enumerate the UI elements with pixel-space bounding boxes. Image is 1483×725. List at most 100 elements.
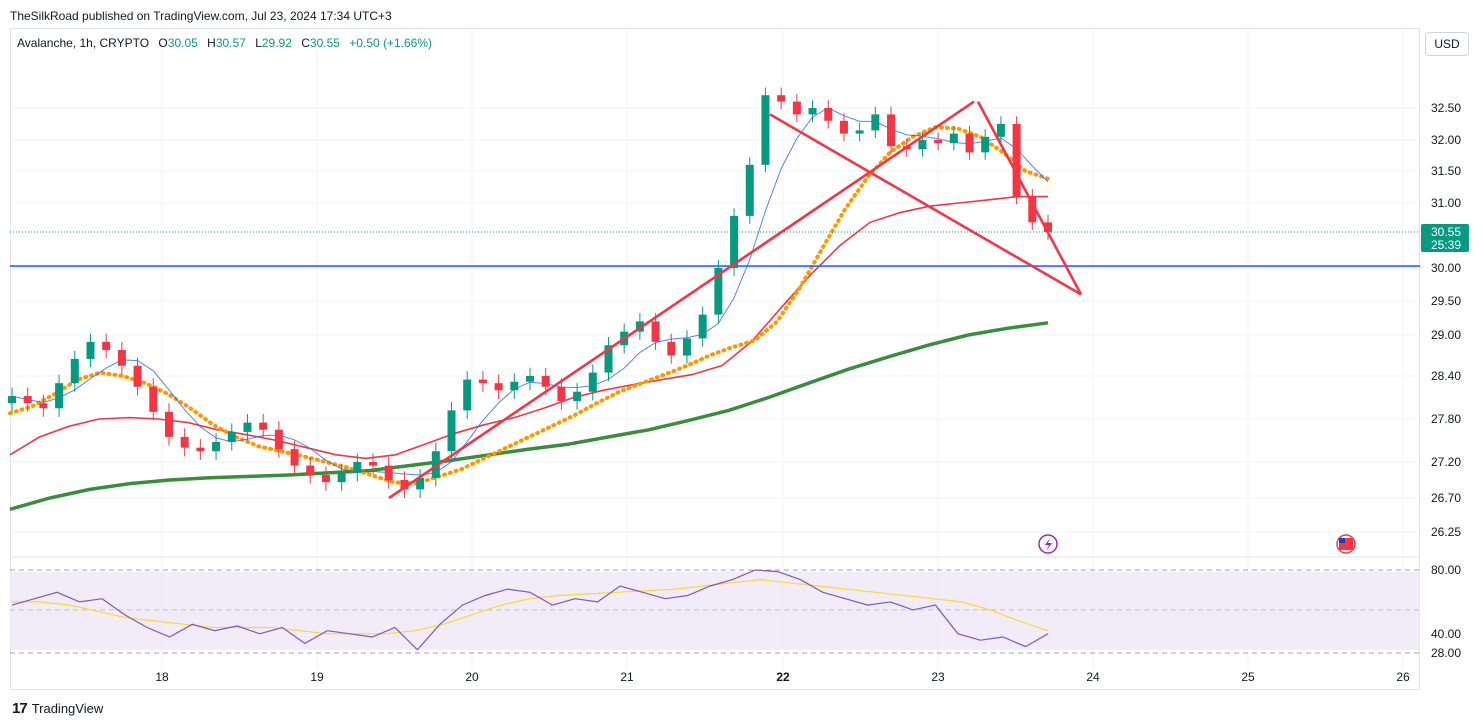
candle-body xyxy=(274,429,283,450)
candle-body xyxy=(400,480,409,490)
candle-body xyxy=(196,447,205,452)
price-badge xyxy=(1421,224,1469,252)
close-value: 30.55 xyxy=(309,36,340,50)
candle-body xyxy=(39,403,48,409)
candle-body xyxy=(117,350,126,366)
candle-body xyxy=(934,140,943,144)
time-axis-label: 23 xyxy=(931,670,945,684)
candle-body xyxy=(259,422,268,430)
price-axis-label: 31.50 xyxy=(1431,164,1461,178)
footer-brand[interactable]: 17 TradingView xyxy=(12,700,103,717)
candle-body xyxy=(541,376,550,387)
candle-body xyxy=(416,477,425,490)
time-axis-label: 21 xyxy=(620,670,634,684)
candle-body xyxy=(698,314,707,339)
price-axis-label: 31.00 xyxy=(1431,196,1461,210)
price-badge-value: 30.55 xyxy=(1431,225,1461,239)
axes: 32.50 32.00 31.50 31.00 30.00 29.50 29.00 28.40… xyxy=(155,101,1469,684)
candle-body xyxy=(290,449,299,466)
time-axis-label: 19 xyxy=(310,670,324,684)
candle-body xyxy=(965,133,974,153)
price-badge-countdown: 25:39 xyxy=(1431,238,1461,252)
candle-body xyxy=(353,462,362,473)
candle-body xyxy=(70,358,79,384)
candle-body xyxy=(949,133,958,144)
rsi-axis-label: 80.00 xyxy=(1431,563,1461,577)
candle-body xyxy=(981,136,990,153)
candle-body xyxy=(573,391,582,402)
chart-frame[interactable] xyxy=(10,28,1420,690)
rsi-panel xyxy=(10,556,1420,654)
candle-body xyxy=(839,120,848,134)
price-axis-label: 29.50 xyxy=(1431,294,1461,308)
candle-body xyxy=(478,379,487,384)
candle-body xyxy=(887,114,896,147)
time-axis-label: 22 xyxy=(776,670,790,684)
candle-body xyxy=(557,386,566,402)
candle-body xyxy=(180,436,189,448)
low-value: 29.92 xyxy=(261,36,292,50)
time-axis-label: 26 xyxy=(1396,670,1410,684)
candle-body xyxy=(792,101,801,115)
candle-body xyxy=(745,164,754,216)
open-value: 30.05 xyxy=(167,36,198,50)
candle-body xyxy=(243,422,252,432)
low-label: L xyxy=(255,36,262,50)
price-axis-label: 32.50 xyxy=(1431,101,1461,115)
rsi-background-band xyxy=(10,571,1420,650)
rsi-axis-label: 28.00 xyxy=(1431,646,1461,660)
symbol-name: Avalanche, 1h, CRYPTO xyxy=(17,36,150,50)
candle-body xyxy=(855,130,864,134)
lightning-glyph-icon xyxy=(1045,538,1052,551)
candle-body xyxy=(8,396,16,404)
candle-body xyxy=(306,465,315,475)
candle-body xyxy=(369,462,378,466)
trendline[interactable] xyxy=(769,113,1082,296)
trendlines[interactable] xyxy=(388,100,1083,500)
price-axis-label: 28.40 xyxy=(1431,369,1461,383)
price-axis-label: 29.00 xyxy=(1431,328,1461,342)
candle-body xyxy=(164,411,173,437)
time-axis-label: 24 xyxy=(1086,670,1100,684)
candle-body xyxy=(667,341,676,356)
candle-body xyxy=(730,215,739,268)
candle-body xyxy=(1028,196,1037,223)
candle-body xyxy=(761,95,770,165)
candle-body xyxy=(431,451,440,478)
open-label: O xyxy=(158,36,168,50)
candle-body xyxy=(1012,124,1021,197)
high-label: H xyxy=(207,36,216,50)
price-axis-label: 26.70 xyxy=(1431,491,1461,505)
event-icons[interactable] xyxy=(1038,534,1356,554)
price-axis-label: 30.00 xyxy=(1431,261,1461,275)
currency-button[interactable]: USD xyxy=(1425,32,1469,56)
candle-body xyxy=(102,341,111,351)
candle-body xyxy=(588,372,597,392)
candle-body xyxy=(55,383,64,409)
moving-averages xyxy=(8,107,1420,511)
candle-body xyxy=(23,396,32,404)
close-label: C xyxy=(301,36,310,50)
price-axis-label: 27.20 xyxy=(1431,455,1461,469)
rsi-axis-label: 40.00 xyxy=(1431,627,1461,641)
trendline[interactable] xyxy=(976,100,1083,296)
time-axis-label: 20 xyxy=(465,670,479,684)
ma-red-line xyxy=(9,195,1048,460)
candle-body xyxy=(337,472,346,483)
candle-body xyxy=(824,108,833,121)
candle-body xyxy=(526,376,534,382)
candle-body xyxy=(682,338,691,356)
candle-body xyxy=(149,386,158,412)
candles xyxy=(8,87,1052,498)
price-axis-label: 27.80 xyxy=(1431,412,1461,426)
candle-body xyxy=(996,124,1005,137)
price-axis-label: 32.00 xyxy=(1431,133,1461,147)
change-value: +0.50 (+1.66%) xyxy=(349,36,433,50)
trendline[interactable] xyxy=(388,100,975,500)
candle-body xyxy=(212,441,221,452)
candle-body xyxy=(384,465,393,480)
candle-body xyxy=(321,474,330,483)
candle-body xyxy=(447,410,456,452)
candle-body xyxy=(133,365,142,387)
